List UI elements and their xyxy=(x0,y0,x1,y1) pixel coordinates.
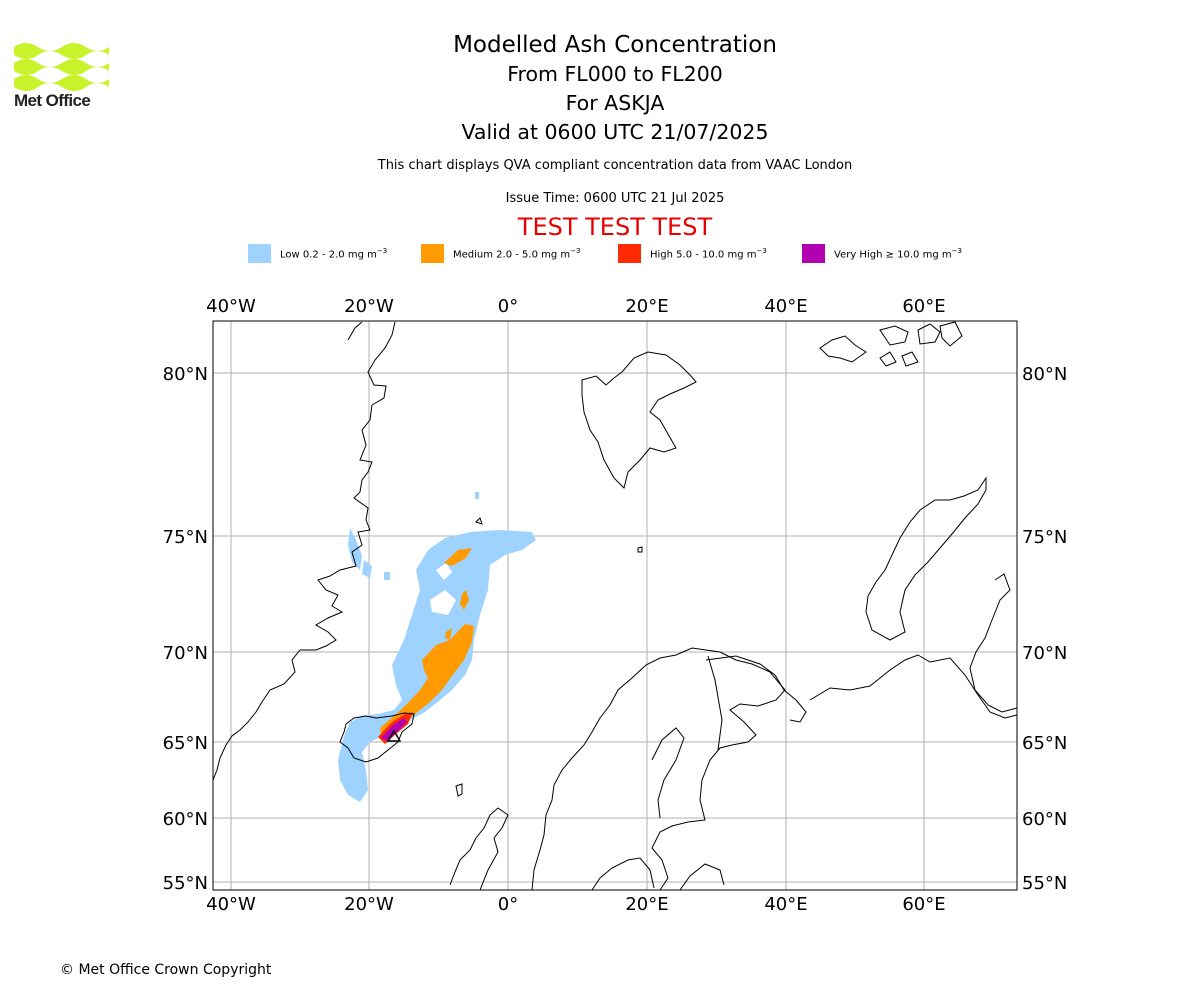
lat-tick-right-4: 60°N xyxy=(1022,809,1067,830)
legend-item-low: Low 0.2 - 2.0 mg m−3 xyxy=(248,244,387,263)
title-line-2: From FL000 to FL200 xyxy=(507,62,723,86)
lon-tick-bottom-0: 40°W xyxy=(206,894,256,915)
logo-text: Met Office xyxy=(14,91,91,110)
title-line-4: Valid at 0600 UTC 21/07/2025 xyxy=(461,120,769,144)
lat-tick-right-2: 70°N xyxy=(1022,643,1067,664)
lon-tick-bottom-5: 60°E xyxy=(902,894,945,915)
franz-josef-land-coast xyxy=(819,321,963,367)
lon-tick-bottom-1: 20°W xyxy=(344,894,394,915)
lon-tick-top-4: 40°E xyxy=(764,296,807,317)
lon-tick-top-2: 0° xyxy=(498,296,518,317)
lon-tick-bottom-3: 20°E xyxy=(625,894,668,915)
lon-tick-top-5: 60°E xyxy=(902,296,945,317)
kola-coast xyxy=(705,655,807,723)
lat-tick-left-1: 75°N xyxy=(163,527,208,548)
met-office-logo xyxy=(14,43,109,91)
lon-ticks-bottom: 40°W 20°W 0° 20°E 40°E 60°E xyxy=(206,894,945,915)
finland-coast xyxy=(651,655,723,819)
issue-time: Issue Time: 0600 UTC 21 Jul 2025 xyxy=(505,191,725,206)
novaya-zemlya-coast xyxy=(865,476,987,641)
legend-swatch-high xyxy=(618,244,641,263)
lat-tick-left-2: 70°N xyxy=(163,643,208,664)
volcano-marker xyxy=(386,729,402,742)
title-line-3: For ASKJA xyxy=(565,91,665,115)
legend-item-high: High 5.0 - 10.0 mg m−3 xyxy=(618,244,767,263)
lat-tick-right-3: 65°N xyxy=(1022,733,1067,754)
lat-tick-right-1: 75°N xyxy=(1022,527,1067,548)
legend-swatch-very-high xyxy=(802,244,825,263)
baltic-coast xyxy=(591,857,725,890)
lat-tick-right-5: 55°N xyxy=(1022,873,1067,894)
lat-tick-left-5: 55°N xyxy=(163,873,208,894)
svalbard-coast xyxy=(581,351,697,489)
qva-subtitle: This chart displays QVA compliant concen… xyxy=(377,158,853,173)
title-line-1: Modelled Ash Concentration xyxy=(453,32,777,58)
lon-tick-top-1: 20°W xyxy=(344,296,394,317)
legend-item-very-high: Very High ≥ 10.0 mg m−3 xyxy=(802,244,962,263)
uk-coast xyxy=(449,807,509,890)
map-background xyxy=(213,321,1017,890)
lon-tick-bottom-2: 0° xyxy=(498,894,518,915)
lon-ticks-top: 40°W 20°W 0° 20°E 40°E 60°E xyxy=(206,296,945,317)
legend-item-medium: Medium 2.0 - 5.0 mg m−3 xyxy=(421,244,580,263)
copyright: © Met Office Crown Copyright xyxy=(60,962,272,978)
lon-tick-bottom-4: 40°E xyxy=(764,894,807,915)
russia-north-coast xyxy=(809,654,1017,719)
lat-ticks-left: 80°N 75°N 70°N 65°N 60°N 55°N xyxy=(163,364,208,894)
legend-label-very-high: Very High ≥ 10.0 mg m xyxy=(834,249,952,261)
lon-tick-top-0: 40°W xyxy=(206,296,256,317)
lat-tick-left-3: 65°N xyxy=(163,733,208,754)
ash-medium xyxy=(380,548,474,740)
jan-mayen xyxy=(475,517,483,525)
faroes xyxy=(455,783,463,797)
lon-tick-top-3: 20°E xyxy=(625,296,668,317)
bear-island xyxy=(637,546,643,553)
graticule xyxy=(213,321,1017,890)
greenland-coast xyxy=(213,321,396,781)
ash-gap xyxy=(430,563,456,615)
legend-swatch-medium xyxy=(421,244,444,263)
chart-title: Modelled Ash Concentration From FL000 to… xyxy=(15,30,1200,147)
legend-label-low: Low 0.2 - 2.0 mg m xyxy=(280,249,377,261)
coastlines xyxy=(213,321,1017,890)
lat-ticks-right: 80°N 75°N 70°N 65°N 60°N 55°N xyxy=(1022,364,1067,894)
legend-swatch-low xyxy=(248,244,271,263)
scandinavia-coast xyxy=(531,647,786,890)
yamal-coast xyxy=(969,573,1017,713)
legend-label-medium: Medium 2.0 - 5.0 mg m xyxy=(453,249,571,261)
lat-tick-left-4: 60°N xyxy=(163,809,208,830)
ash-very-high xyxy=(381,718,407,741)
legend-label-high: High 5.0 - 10.0 mg m xyxy=(650,249,757,261)
lat-tick-right-0: 80°N xyxy=(1022,364,1067,385)
test-banner: TEST TEST TEST xyxy=(517,213,713,241)
lat-tick-left-0: 80°N xyxy=(163,364,208,385)
iceland-coast xyxy=(339,712,415,763)
map-frame xyxy=(212,320,1018,891)
